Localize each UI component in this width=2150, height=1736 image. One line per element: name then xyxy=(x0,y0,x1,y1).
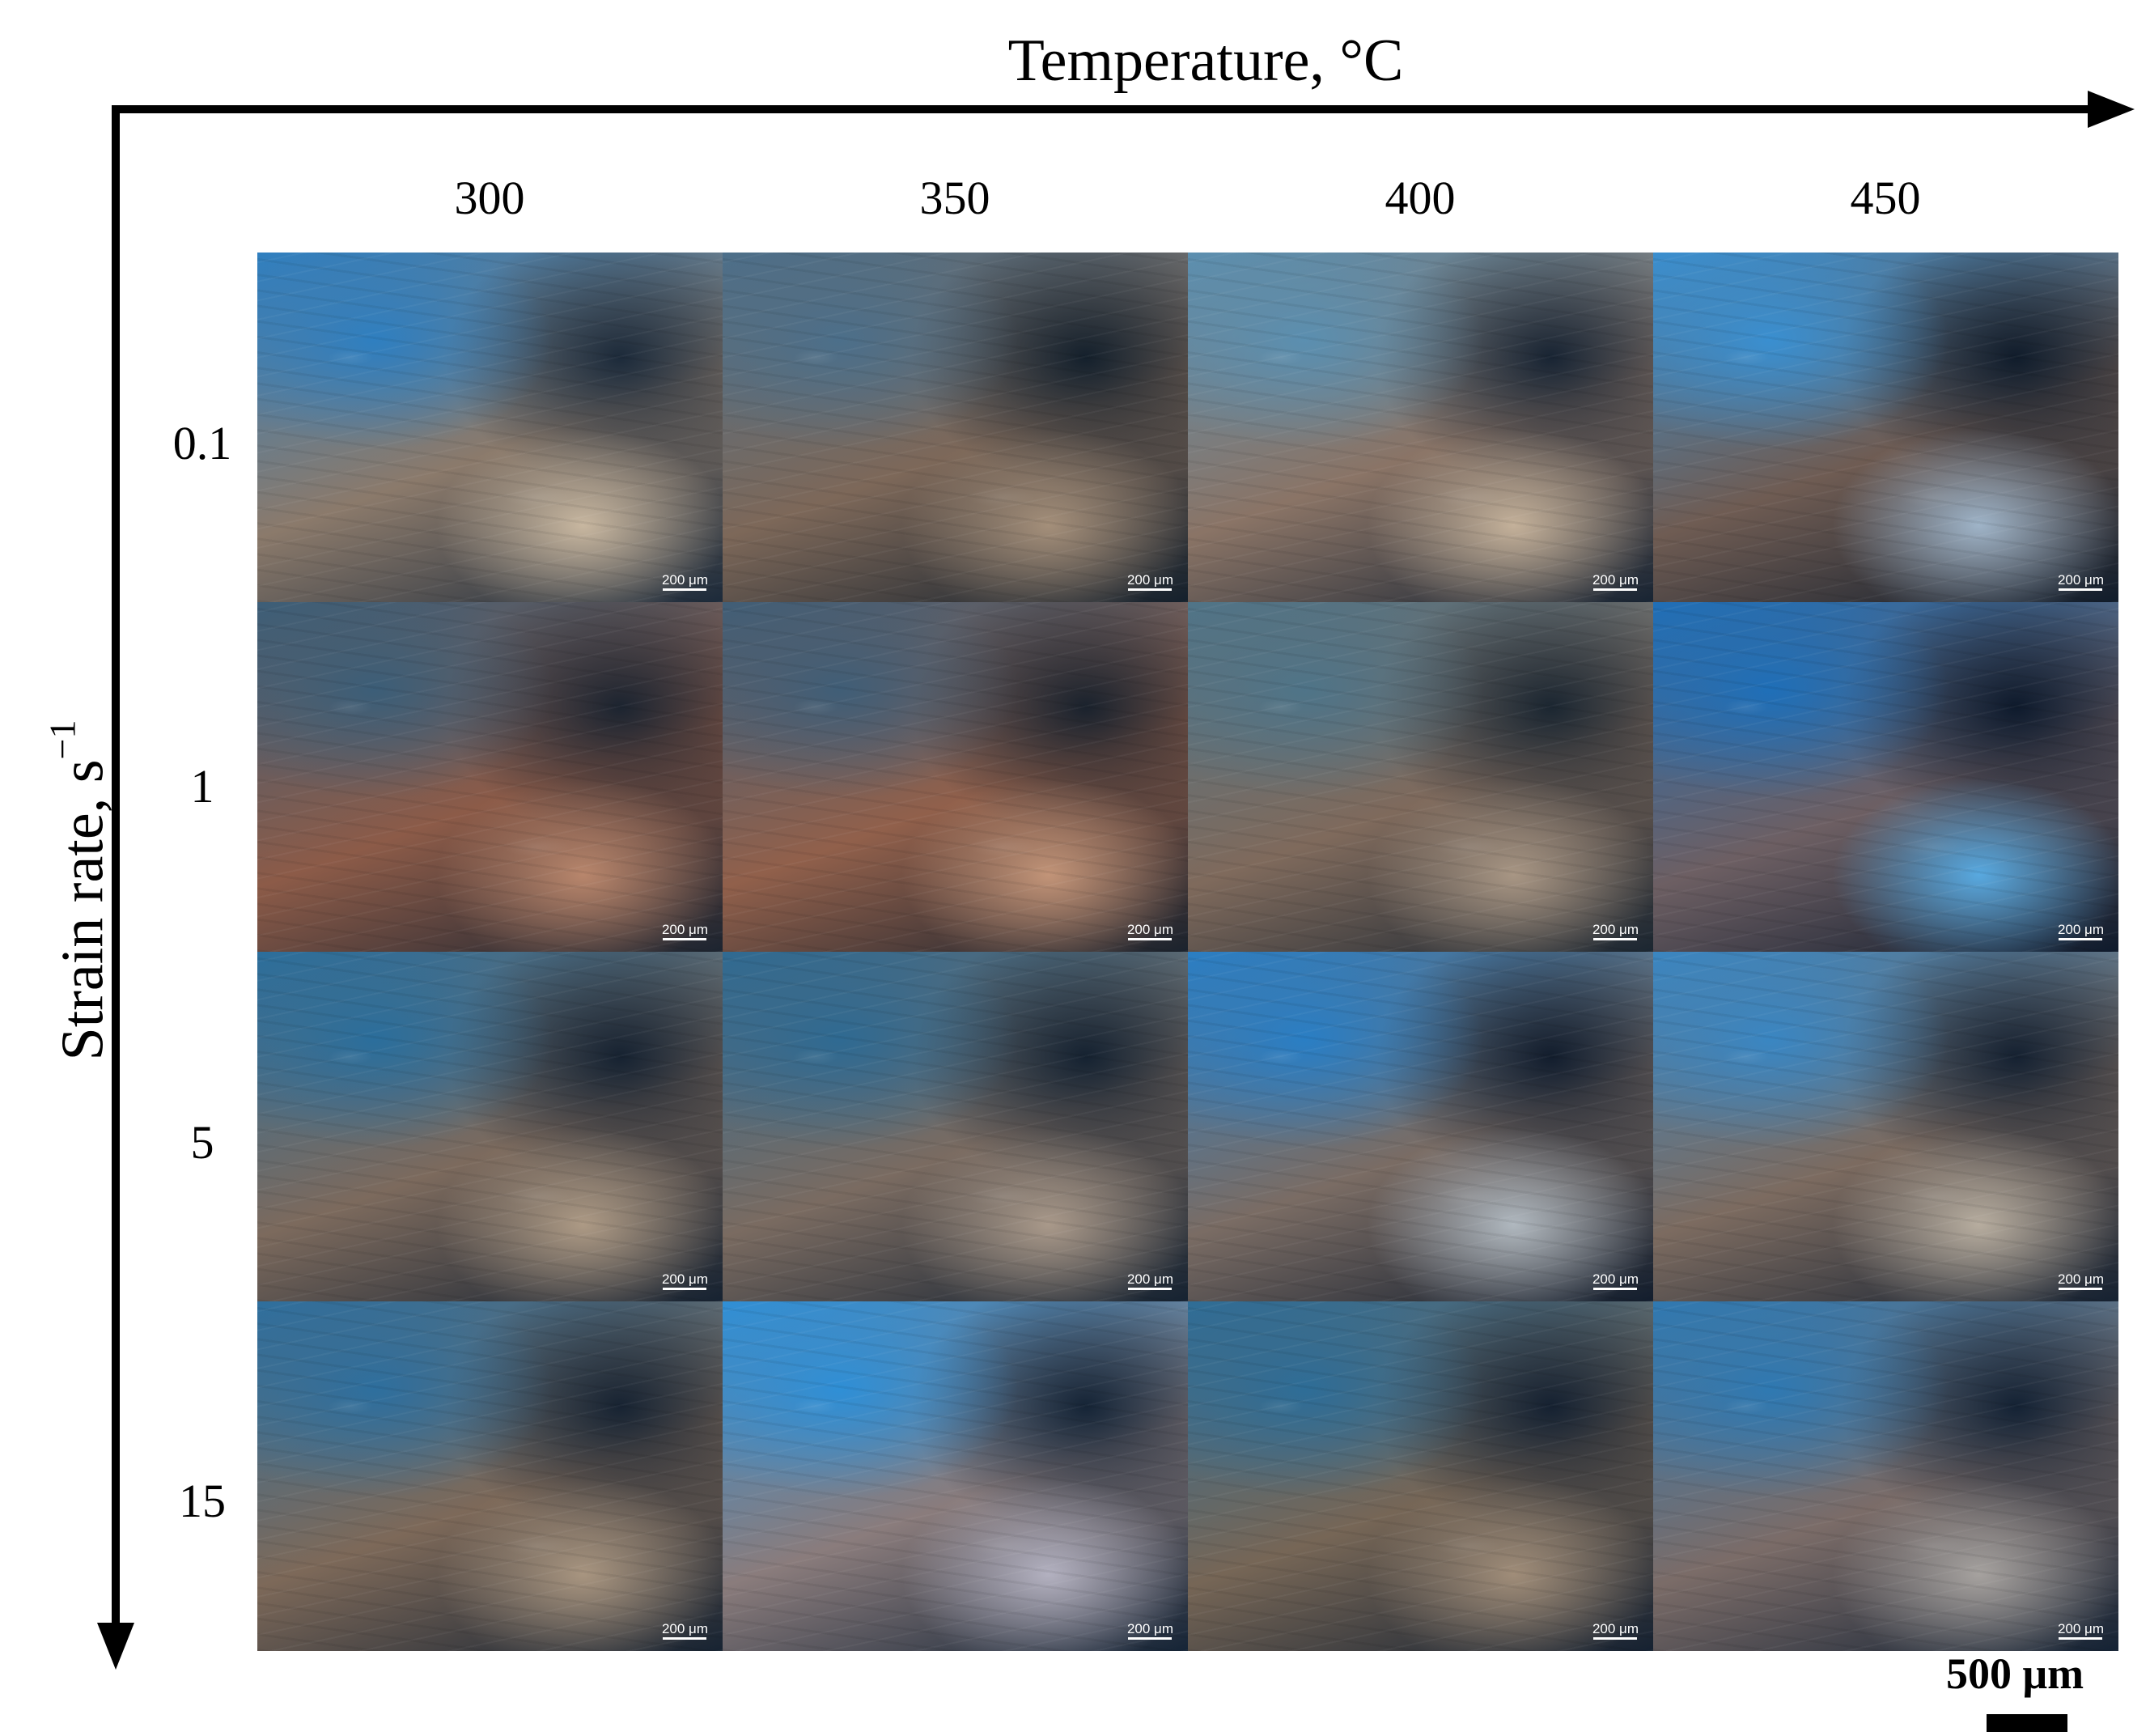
tile-scale-marker: 200 μm xyxy=(2058,923,2104,940)
tile-scale-label: 200 μm xyxy=(2057,1271,2104,1287)
tile-scale-bar xyxy=(663,938,707,940)
tile-scale-marker: 200 μm xyxy=(662,923,708,940)
tile-scale-bar xyxy=(1128,588,1173,591)
tile-scale-bar xyxy=(1593,588,1638,591)
micrograph-tile: 200 μm xyxy=(257,602,723,952)
tile-scale-label: 200 μm xyxy=(2057,572,2104,588)
micrograph-tile: 200 μm xyxy=(257,253,723,602)
micrograph-tile: 200 μm xyxy=(1653,253,2118,602)
grain-texture xyxy=(723,602,1188,952)
micrograph-grid: 200 μm 200 μm 200 μm 200 μm 200 μm 200 μm 200 … xyxy=(257,253,2118,1651)
grain-texture xyxy=(723,1301,1188,1651)
strain-rate-axis-line xyxy=(112,105,120,1643)
grain-texture xyxy=(1188,952,1653,1301)
micrograph-tile: 200 μm xyxy=(723,952,1188,1301)
grain-texture xyxy=(1653,253,2118,602)
tile-scale-label: 200 μm xyxy=(1126,1621,1173,1636)
row-label-1: 1 xyxy=(190,760,214,813)
micrograph-tile: 200 μm xyxy=(723,1301,1188,1651)
grain-texture xyxy=(1188,602,1653,952)
tile-scale-marker: 200 μm xyxy=(662,1272,708,1290)
strain-rate-axis-arrowhead xyxy=(97,1623,134,1670)
micrograph-tile: 200 μm xyxy=(1188,1301,1653,1651)
tile-scale-label: 200 μm xyxy=(1592,1621,1639,1636)
tile-scale-marker: 200 μm xyxy=(662,1622,708,1640)
tile-scale-marker: 200 μm xyxy=(1127,1272,1173,1290)
grain-texture xyxy=(257,602,723,952)
row-label-0-1: 0.1 xyxy=(172,417,232,469)
row-label-5: 5 xyxy=(190,1116,214,1169)
micrograph-tile: 200 μm xyxy=(1653,1301,2118,1651)
grain-texture xyxy=(257,253,723,602)
tile-scale-bar xyxy=(663,1637,707,1640)
tile-scale-label: 200 μm xyxy=(1126,922,1173,937)
grain-texture xyxy=(257,952,723,1301)
tile-scale-marker: 200 μm xyxy=(2058,1272,2104,1290)
tile-scale-bar xyxy=(2059,1288,2103,1290)
grain-texture xyxy=(1653,1301,2118,1651)
grain-texture xyxy=(1653,952,2118,1301)
tile-scale-label: 200 μm xyxy=(1592,922,1639,937)
tile-scale-label: 200 μm xyxy=(661,1271,708,1287)
grain-texture xyxy=(723,253,1188,602)
tile-scale-label: 200 μm xyxy=(661,922,708,937)
micrograph-tile: 200 μm xyxy=(1653,952,2118,1301)
tile-scale-marker: 200 μm xyxy=(2058,573,2104,591)
tile-scale-marker: 200 μm xyxy=(1592,1272,1639,1290)
tile-scale-bar xyxy=(2059,588,2103,591)
column-label-400: 400 xyxy=(1385,172,1456,224)
tile-scale-marker: 200 μm xyxy=(1592,573,1639,591)
y-axis-title: Strain rate, s−1 xyxy=(27,720,120,1061)
tile-scale-marker: 200 μm xyxy=(1592,923,1639,940)
temperature-axis-line xyxy=(112,105,2094,113)
micrograph-tile: 200 μm xyxy=(257,1301,723,1651)
tile-scale-bar xyxy=(1128,1288,1173,1290)
tile-scale-bar xyxy=(663,588,707,591)
row-label-15: 15 xyxy=(179,1475,226,1527)
tile-scale-label: 200 μm xyxy=(1592,572,1639,588)
micrograph-tile: 200 μm xyxy=(723,253,1188,602)
column-label-350: 350 xyxy=(919,172,990,224)
micrograph-tile: 200 μm xyxy=(1653,602,2118,952)
tile-scale-label: 200 μm xyxy=(1126,1271,1173,1287)
tile-scale-marker: 200 μm xyxy=(1127,1622,1173,1640)
grain-texture xyxy=(1188,253,1653,602)
temperature-axis-arrowhead xyxy=(2088,91,2135,128)
micrograph-tile: 200 μm xyxy=(1188,952,1653,1301)
tile-scale-bar xyxy=(1593,938,1638,940)
scale-bar xyxy=(1987,1714,2067,1732)
tile-scale-bar xyxy=(1593,1288,1638,1290)
micrograph-tile: 200 μm xyxy=(257,952,723,1301)
tile-scale-label: 200 μm xyxy=(661,572,708,588)
tile-scale-label: 200 μm xyxy=(1126,572,1173,588)
tile-scale-bar xyxy=(1593,1637,1638,1640)
tile-scale-label: 200 μm xyxy=(2057,922,2104,937)
grain-texture xyxy=(723,952,1188,1301)
tile-scale-label: 200 μm xyxy=(1592,1271,1639,1287)
tile-scale-marker: 200 μm xyxy=(1127,923,1173,940)
tile-scale-label: 200 μm xyxy=(2057,1621,2104,1636)
micrograph-tile: 200 μm xyxy=(1188,602,1653,952)
x-axis-title: Temperature, °C xyxy=(1007,28,1404,94)
scale-bar-label: 500 μm xyxy=(1946,1649,2084,1698)
tile-scale-bar xyxy=(1128,938,1173,940)
grain-texture xyxy=(1653,602,2118,952)
micrograph-tile: 200 μm xyxy=(1188,253,1653,602)
y-axis-title-exponent: −1 xyxy=(41,719,83,760)
tile-scale-bar xyxy=(1128,1637,1173,1640)
column-label-300: 300 xyxy=(454,172,525,224)
y-axis-title-text: Strain rate, s xyxy=(49,759,117,1061)
tile-scale-marker: 200 μm xyxy=(2058,1622,2104,1640)
tile-scale-marker: 200 μm xyxy=(1127,573,1173,591)
grain-texture xyxy=(1188,1301,1653,1651)
tile-scale-bar xyxy=(663,1288,707,1290)
tile-scale-bar xyxy=(2059,938,2103,940)
grain-texture xyxy=(257,1301,723,1651)
tile-scale-bar xyxy=(2059,1637,2103,1640)
column-label-450: 450 xyxy=(1850,172,1921,224)
micrograph-tile: 200 μm xyxy=(723,602,1188,952)
tile-scale-marker: 200 μm xyxy=(1592,1622,1639,1640)
tile-scale-label: 200 μm xyxy=(661,1621,708,1636)
tile-scale-marker: 200 μm xyxy=(662,573,708,591)
